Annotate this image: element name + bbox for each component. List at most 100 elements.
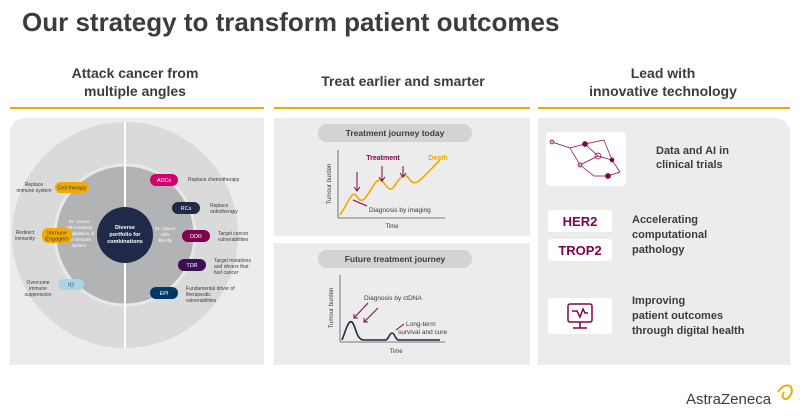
- inner-text: manipulation of: [64, 231, 95, 236]
- item-label: radiotherapy: [210, 209, 238, 215]
- shape: [353, 172, 361, 192]
- column-heading: innovative technology: [589, 83, 737, 99]
- arrows: [353, 302, 405, 331]
- annotation: Diagnosis by imaging: [369, 207, 431, 214]
- axis-label: Tumour burden: [327, 164, 333, 205]
- item-label: Redirect: [16, 230, 35, 236]
- item-label: and drivers that: [214, 264, 249, 270]
- annotation: Death: [428, 155, 447, 162]
- network-icon: [549, 139, 621, 179]
- pill-label: ADCs: [157, 178, 172, 184]
- shape: [582, 141, 588, 147]
- column-heading: Lead with: [631, 65, 696, 81]
- item-text: Accelerating: [632, 214, 698, 226]
- inner-text: IO: cancer: [155, 226, 176, 231]
- item-text: pathology: [632, 244, 685, 256]
- curve: [339, 159, 441, 216]
- pill: [150, 287, 178, 299]
- axis-label: Time: [385, 224, 399, 230]
- shape: [577, 162, 583, 168]
- item-label: immune: [29, 286, 47, 292]
- annotation: Diagnosis by ctDNA: [364, 295, 422, 302]
- item-label: Target mutations: [214, 258, 251, 264]
- logo: AstraZeneca: [686, 391, 772, 408]
- curve: [341, 320, 440, 341]
- pill-label: DDR: [190, 234, 202, 240]
- item-text: patient outcomes: [632, 310, 723, 322]
- pill: [42, 228, 72, 243]
- shape: [609, 157, 615, 163]
- pill-label: Engagers: [45, 237, 69, 243]
- shape: [549, 139, 555, 145]
- inner-text: system: [72, 243, 87, 248]
- pill: [58, 279, 84, 290]
- pill-label: Immune: [47, 231, 67, 237]
- shape: [378, 166, 386, 182]
- shape: [399, 166, 407, 178]
- item-label: fuel cancer: [214, 270, 239, 276]
- shape: [605, 173, 611, 179]
- center-text: portfolio for: [109, 232, 141, 238]
- center-text: Diverse: [115, 225, 135, 231]
- item-label: Replace: [25, 182, 44, 188]
- pill-label: RCs: [181, 206, 192, 212]
- item-label: therapeutic: [186, 292, 211, 298]
- pill-label: TDR: [186, 263, 197, 269]
- center-text: combinations: [107, 239, 143, 245]
- logo-mark: [777, 384, 793, 400]
- annotation: Long-term: [406, 321, 436, 328]
- item-label: immunity: [15, 236, 36, 242]
- arrows: [352, 166, 407, 207]
- center-circle: [97, 207, 153, 263]
- slide-title: Our strategy to transform patient outcom…: [22, 7, 559, 37]
- shape: [395, 323, 405, 331]
- item-label: Replace chemotherapy: [188, 177, 240, 183]
- column-heading: multiple angles: [84, 83, 186, 99]
- inner-text: cells: [160, 232, 170, 237]
- column-heading: Attack cancer from: [72, 65, 199, 81]
- inner-text: cell-mediated: [66, 225, 93, 230]
- item-text: through digital health: [632, 325, 745, 337]
- item-label: Overcome: [26, 280, 49, 286]
- item-label: Replace: [210, 203, 229, 209]
- item-label: vulnerabilities: [186, 298, 217, 304]
- pill: [55, 182, 89, 193]
- item-text: Data and AI in: [656, 145, 729, 157]
- pill: [182, 230, 210, 242]
- item-text: clinical trials: [656, 159, 723, 171]
- panel-title-pill: [318, 124, 472, 142]
- monitor-icon: [567, 303, 593, 329]
- tag: HER2: [563, 214, 598, 229]
- shape: [363, 307, 379, 323]
- column-heading: Treat earlier and smarter: [321, 73, 485, 89]
- axis-label: Time: [389, 349, 403, 355]
- shape: [594, 152, 602, 160]
- pill-label: Cell therapy: [57, 186, 87, 192]
- pill-label: EPI: [160, 291, 169, 297]
- item-label: vulnerabilities: [218, 237, 249, 243]
- inner-text: the immune: [67, 237, 91, 242]
- tag-box: [548, 239, 612, 261]
- panel-title: Treatment journey today: [346, 128, 445, 138]
- pill: [178, 259, 206, 271]
- annotation: Treatment: [366, 155, 400, 162]
- panel-title: Future treatment journey: [345, 254, 446, 264]
- item-label: Target cancer: [218, 231, 249, 237]
- axis-label: Tumour burden: [329, 288, 335, 329]
- shape: Replace chemotherapy Replace radiotherap…: [186, 177, 251, 304]
- pill-label: IO: [68, 283, 75, 289]
- inner-text: directly: [158, 238, 173, 243]
- shape: [352, 199, 368, 207]
- inner-text: IO: cancer: [69, 219, 90, 224]
- item-text: Improving: [632, 295, 685, 307]
- pill: [150, 174, 178, 186]
- shape: Replace immune system Redirect immunity …: [15, 182, 52, 298]
- annotation: survival and cure: [398, 329, 448, 336]
- tag: TROP2: [558, 243, 601, 258]
- item-label: suppression: [25, 292, 52, 298]
- shape: IO: cancer cell-mediated manipulation of…: [64, 219, 176, 248]
- item-label: immune system: [16, 188, 51, 194]
- pill: [172, 202, 200, 214]
- shape: [353, 302, 369, 319]
